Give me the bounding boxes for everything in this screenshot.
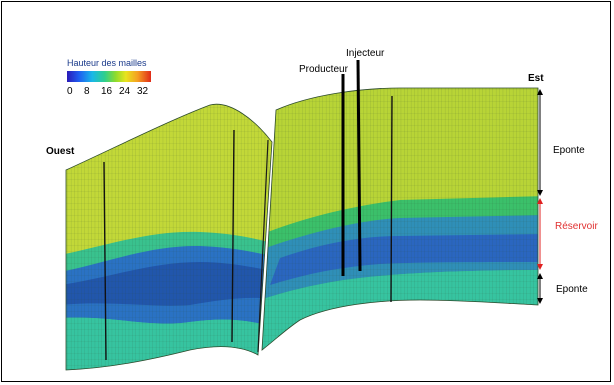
section-line-2 [231, 129, 235, 343]
right-fault-block [262, 88, 538, 350]
legend-tick-16: 16 [101, 86, 113, 97]
injector-well [356, 59, 362, 272]
section-line-1 [103, 161, 107, 361]
label-west: Ouest [46, 146, 75, 157]
label-lower-seal: Eponte [556, 284, 588, 295]
legend-title: Hauteur des mailles [67, 58, 147, 68]
label-reservoir: Réservoir [555, 221, 598, 232]
legend-tick-0: 0 [67, 86, 73, 97]
zone-markers [537, 89, 543, 304]
colorbar [67, 71, 151, 82]
label-upper-seal: Eponte [553, 145, 585, 156]
legend-tick-24: 24 [119, 86, 131, 97]
label-injector: Injecteur [346, 48, 385, 59]
fault-line [257, 139, 269, 353]
left-block-outline [65, 103, 273, 371]
legend-tick-8: 8 [84, 86, 90, 97]
legend-tick-32: 32 [137, 86, 149, 97]
section-line-3 [390, 95, 393, 303]
label-east: Est [528, 73, 544, 84]
label-producer: Producteur [299, 64, 348, 75]
left-fault-block [66, 104, 272, 370]
